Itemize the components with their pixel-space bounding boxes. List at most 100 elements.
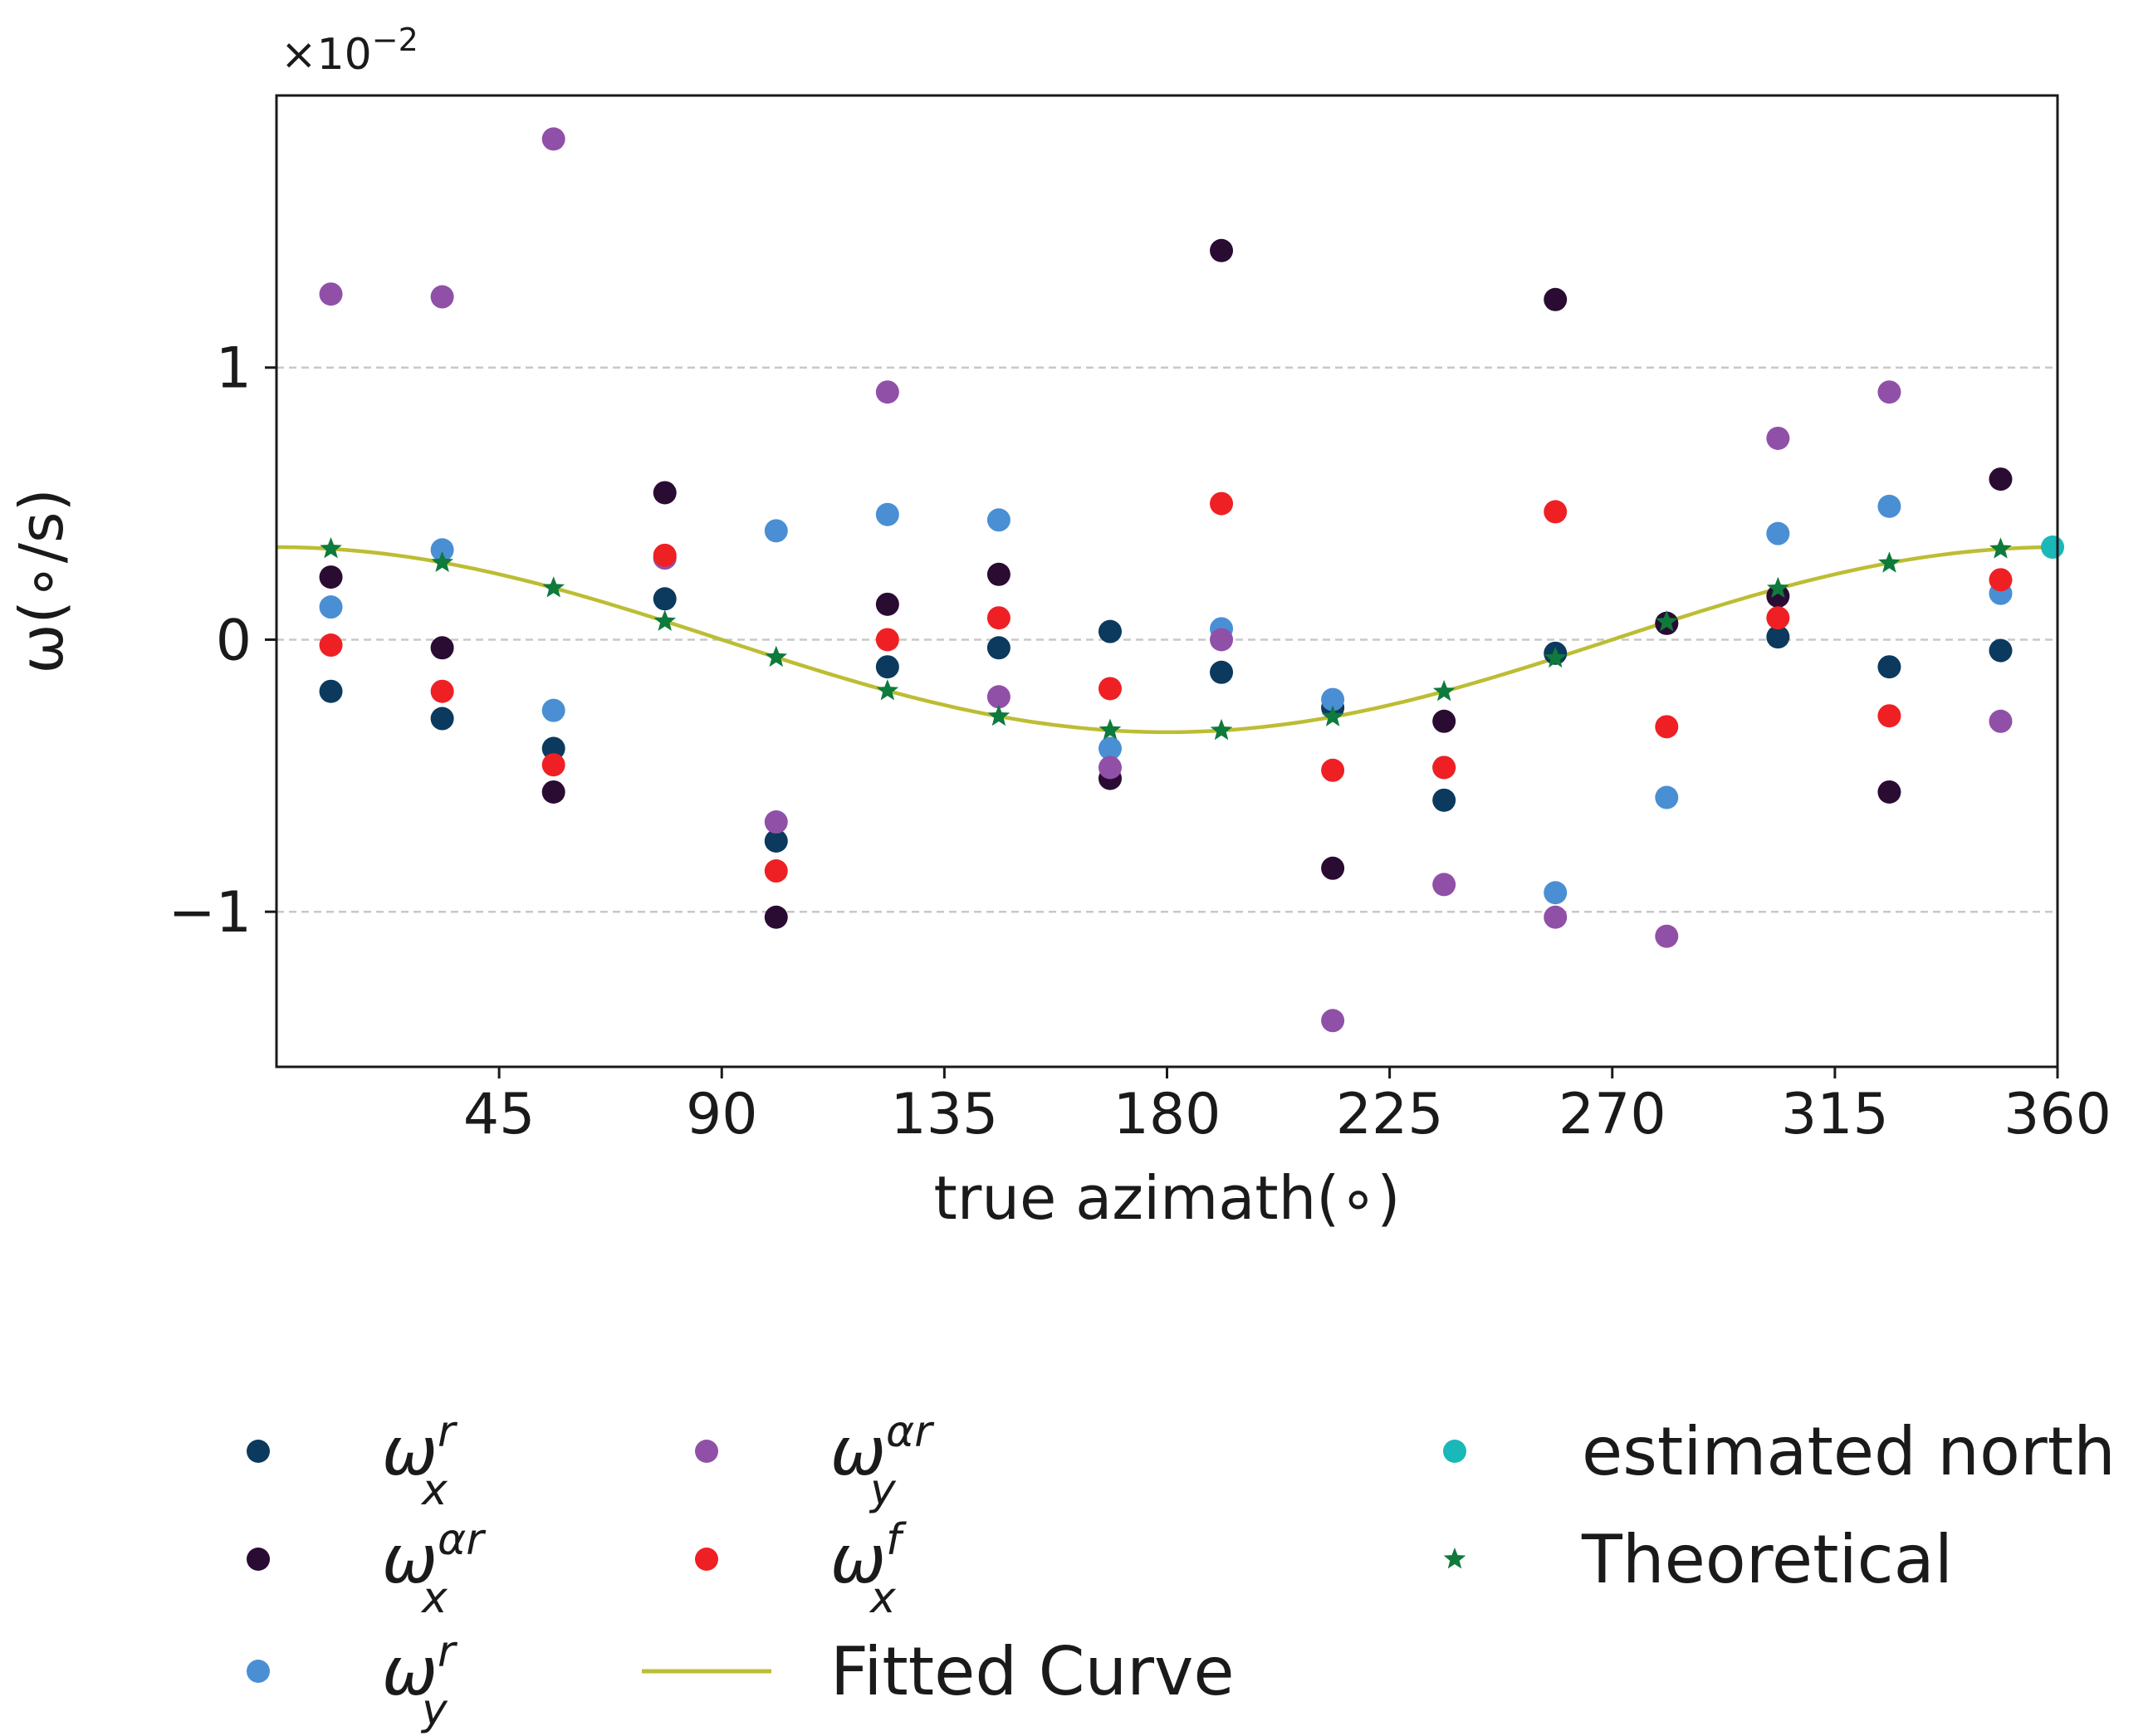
series-4-point xyxy=(1210,491,1234,516)
series-4-point xyxy=(319,633,343,658)
series-1-point xyxy=(430,636,454,660)
legend-label-series-1: ωαr x xyxy=(382,1515,487,1623)
legend-marker-series-4 xyxy=(695,1548,718,1571)
legend-marker-series-6 xyxy=(1443,1440,1466,1463)
series-7-point xyxy=(1878,551,1901,573)
x-tick-label: 135 xyxy=(890,1082,998,1147)
series-7-point xyxy=(1210,718,1233,741)
series-7-point xyxy=(1989,537,2012,559)
series-7-point xyxy=(765,645,788,668)
x-tick-label: 360 xyxy=(2004,1082,2111,1147)
series-0-point xyxy=(1432,788,1456,812)
series-4-point xyxy=(1544,500,1568,524)
series-4-point xyxy=(986,606,1010,630)
series-0-point xyxy=(1766,625,1790,649)
series-4-point xyxy=(1432,756,1456,780)
y-tick-label: −1 xyxy=(169,880,252,946)
series-1-point xyxy=(541,780,565,804)
legend-marker-series-3 xyxy=(695,1440,718,1463)
series-0-point xyxy=(1098,619,1122,643)
y-axis-ticks: −1 0 1 xyxy=(169,336,276,946)
y-axis-offset-exponent: −2 xyxy=(372,22,418,58)
series-1-point xyxy=(764,905,788,929)
series-4-point xyxy=(541,753,565,777)
series-4-point xyxy=(430,679,454,703)
legend-marker-theoretical xyxy=(1443,1548,1466,1569)
series-7-point xyxy=(1321,705,1344,726)
series-3-point xyxy=(1432,873,1456,897)
series-3-point xyxy=(1766,426,1790,450)
y-tick-label: 1 xyxy=(216,336,252,402)
legend-label-series-7: Theoretical xyxy=(1581,1521,1953,1598)
legend-label-series-4: ωf x xyxy=(830,1515,907,1623)
series-4-point xyxy=(1655,715,1679,739)
x-tick-label: 90 xyxy=(686,1082,758,1147)
legend-marker-series-0 xyxy=(247,1440,270,1463)
series-0-point xyxy=(541,736,565,760)
series-3-point xyxy=(1989,709,2013,733)
series-7-point xyxy=(431,550,453,573)
series-4-point xyxy=(653,543,677,567)
series-7-point xyxy=(1099,718,1122,740)
series-1-point xyxy=(653,481,677,505)
series-7-point xyxy=(542,576,565,598)
y-axis-offset-label: ×10−2 xyxy=(281,22,418,80)
series-1-point xyxy=(1544,287,1568,311)
series-3-point xyxy=(764,810,788,834)
series-0-point xyxy=(764,829,788,853)
series-7-point xyxy=(987,704,1010,726)
legend-label-series-0: ωr x xyxy=(382,1407,458,1515)
series-1-point xyxy=(1766,584,1790,609)
x-tick-label: 270 xyxy=(1558,1082,1666,1147)
x-axis-label: true azimath(∘) xyxy=(934,1163,1401,1233)
series-4-point xyxy=(1321,758,1345,782)
series-1-point xyxy=(319,565,343,589)
series-4-point xyxy=(1877,704,1901,728)
series-3-point xyxy=(319,282,343,306)
series-4-point xyxy=(1766,606,1790,630)
series-1-point xyxy=(986,562,1010,586)
series-7-point xyxy=(1767,576,1789,599)
series-2-point xyxy=(1098,736,1122,760)
series-3-point xyxy=(1321,1009,1345,1033)
series-2-point xyxy=(1544,881,1568,905)
series-4-point xyxy=(764,859,788,883)
series-4-point xyxy=(875,628,899,652)
series-0-point xyxy=(1989,638,2013,663)
legend-label-series-2: ωr y xyxy=(382,1627,458,1735)
series-0-point xyxy=(653,587,677,611)
series-0-point xyxy=(1877,655,1901,679)
legend-marker-series-1 xyxy=(247,1548,270,1571)
series-0-point xyxy=(319,679,343,703)
y-axis-offset-base: ×10 xyxy=(281,30,372,80)
series-7-point xyxy=(876,679,899,701)
series-3-point xyxy=(1210,628,1234,652)
series-3-point xyxy=(1655,924,1679,948)
series-2-point xyxy=(430,538,454,562)
series-2-point xyxy=(1877,494,1901,518)
plot-frame xyxy=(275,94,2059,1068)
series-0-point xyxy=(430,707,454,731)
series-7-point xyxy=(1655,610,1678,632)
series-0-point xyxy=(1210,660,1234,684)
series-7-point xyxy=(1544,646,1567,668)
series-2-point xyxy=(1321,687,1345,712)
legend-marker-series-2 xyxy=(247,1660,270,1683)
x-tick-label: 315 xyxy=(1781,1082,1889,1147)
series-1-point xyxy=(1432,709,1456,733)
series-7-point xyxy=(1432,680,1456,702)
legend-label-series-5: Fitted Curve xyxy=(830,1633,1235,1710)
series-1-point xyxy=(1989,467,2013,491)
y-axis-label: ω(∘/s) xyxy=(7,488,76,673)
x-axis-ticks: 45 90 135 180 225 270 315 360 xyxy=(463,1067,2111,1147)
series-1-point xyxy=(1321,856,1345,880)
series-0-point xyxy=(875,655,899,679)
fitted-curve-layer xyxy=(276,545,2058,735)
series-0-point xyxy=(986,636,1010,660)
series-3-point xyxy=(986,685,1010,709)
grid-lines xyxy=(276,366,2058,913)
series-2-point xyxy=(764,519,788,543)
series-3-point xyxy=(430,285,454,309)
